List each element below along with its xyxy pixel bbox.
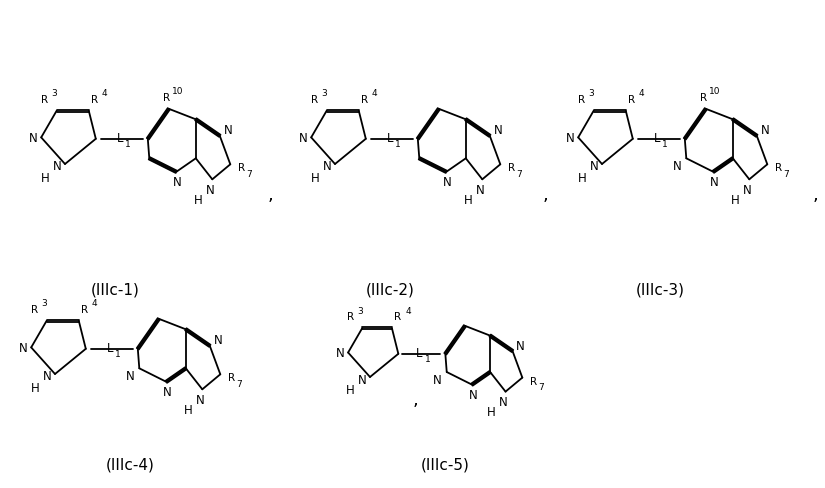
Text: H: H <box>311 171 319 184</box>
Text: 7: 7 <box>247 169 252 179</box>
Text: 3: 3 <box>52 89 58 98</box>
Text: 4: 4 <box>102 89 107 98</box>
Text: N: N <box>516 339 525 352</box>
Text: (IIIc-4): (IIIc-4) <box>106 457 154 471</box>
Text: N: N <box>590 160 598 173</box>
Text: 7: 7 <box>237 379 243 388</box>
Text: R: R <box>578 95 585 104</box>
Text: 1: 1 <box>125 140 130 149</box>
Text: R: R <box>92 95 98 104</box>
Text: L: L <box>106 342 113 355</box>
Text: H: H <box>731 193 740 206</box>
Text: ,: , <box>412 390 418 408</box>
Text: R: R <box>361 95 369 104</box>
Text: 3: 3 <box>357 306 363 315</box>
Text: 1: 1 <box>662 140 667 149</box>
Text: N: N <box>673 160 681 172</box>
Text: R: R <box>31 304 38 314</box>
Text: R: R <box>311 95 318 104</box>
Text: N: N <box>336 346 345 359</box>
Text: N: N <box>163 386 172 399</box>
Text: N: N <box>499 395 508 408</box>
Text: N: N <box>476 183 484 196</box>
Text: L: L <box>416 346 422 360</box>
Text: R: R <box>394 311 402 322</box>
Text: H: H <box>464 193 473 206</box>
Text: 10: 10 <box>172 87 183 96</box>
Text: R: R <box>530 376 537 386</box>
Text: 7: 7 <box>516 169 522 179</box>
Text: L: L <box>653 132 660 145</box>
Text: L: L <box>116 132 123 145</box>
Text: H: H <box>194 193 203 206</box>
Text: 4: 4 <box>405 306 411 315</box>
Text: 1: 1 <box>115 349 120 359</box>
Text: N: N <box>173 176 182 189</box>
Text: R: R <box>700 93 707 102</box>
Text: H: H <box>40 171 50 184</box>
Text: N: N <box>493 124 502 137</box>
Text: H: H <box>184 403 193 416</box>
Text: (IIIc-3): (IIIc-3) <box>635 282 685 297</box>
Text: 7: 7 <box>784 169 790 179</box>
Text: R: R <box>629 95 635 104</box>
Text: 4: 4 <box>92 299 97 307</box>
Text: ,: , <box>812 185 818 203</box>
Text: R: R <box>81 304 88 314</box>
Text: N: N <box>743 183 752 196</box>
Text: N: N <box>206 183 214 196</box>
Text: H: H <box>487 406 496 418</box>
Text: N: N <box>299 132 308 144</box>
Text: 3: 3 <box>42 299 48 307</box>
Text: H: H <box>31 381 40 394</box>
Text: H: H <box>346 384 355 397</box>
Text: (IIIc-1): (IIIc-1) <box>91 282 139 297</box>
Text: L: L <box>387 132 393 145</box>
Text: (IIIc-2): (IIIc-2) <box>365 282 414 297</box>
Text: N: N <box>43 370 51 383</box>
Text: 1: 1 <box>424 355 430 364</box>
Text: N: N <box>469 388 478 401</box>
Text: R: R <box>776 163 782 173</box>
Text: R: R <box>508 163 516 173</box>
Text: R: R <box>229 372 235 383</box>
Text: R: R <box>163 93 171 102</box>
Text: 4: 4 <box>372 89 378 98</box>
Text: ,: , <box>542 185 548 203</box>
Text: N: N <box>196 393 205 406</box>
Text: N: N <box>357 373 366 386</box>
Text: 3: 3 <box>589 89 595 98</box>
Text: H: H <box>578 171 587 184</box>
Text: N: N <box>323 160 332 173</box>
Text: R: R <box>238 163 245 173</box>
Text: N: N <box>29 132 38 144</box>
Text: N: N <box>761 124 769 137</box>
Text: N: N <box>433 373 442 386</box>
Text: 4: 4 <box>639 89 644 98</box>
Text: (IIIc-5): (IIIc-5) <box>421 457 469 471</box>
Text: N: N <box>214 334 222 346</box>
Text: N: N <box>566 132 574 144</box>
Text: N: N <box>224 124 232 137</box>
Text: ,: , <box>267 185 273 203</box>
Text: N: N <box>53 160 61 173</box>
Text: R: R <box>346 311 354 322</box>
Text: 1: 1 <box>395 140 401 149</box>
Text: R: R <box>41 95 48 104</box>
Text: N: N <box>126 369 134 382</box>
Text: N: N <box>19 341 27 354</box>
Text: N: N <box>710 176 719 189</box>
Text: N: N <box>443 176 451 189</box>
Text: 10: 10 <box>709 87 720 96</box>
Text: 7: 7 <box>539 382 544 391</box>
Text: 3: 3 <box>322 89 328 98</box>
